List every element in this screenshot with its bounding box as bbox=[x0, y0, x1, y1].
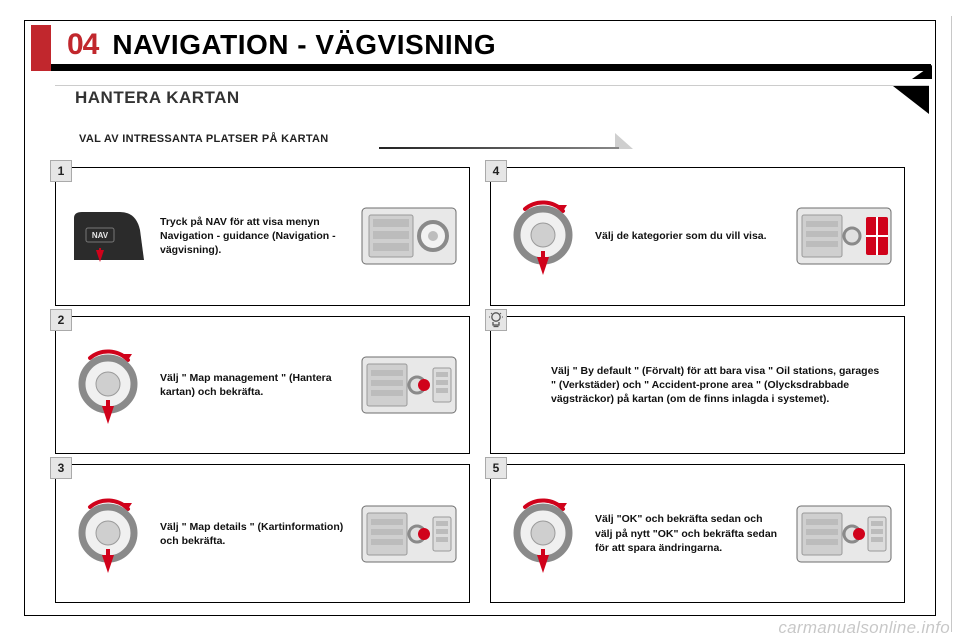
device-panel-icon bbox=[796, 503, 892, 565]
dial-rotate-icon bbox=[505, 200, 581, 272]
step-body: NAV Tryck på NAV för att visa menyn Navi… bbox=[70, 200, 457, 272]
sub-subtitle: VAL AV INTRESSANTA PLATSER PÅ KARTAN bbox=[79, 131, 929, 159]
step-card-2: 2 Välj " Map manage bbox=[55, 316, 470, 455]
device-panel-icon bbox=[361, 205, 457, 267]
tip-body: Välj " By default " (Förvalt) för att ba… bbox=[505, 364, 892, 407]
nav-key-icon: NAV bbox=[70, 200, 146, 272]
step-number-chip: 2 bbox=[50, 309, 72, 331]
step-number-chip: 4 bbox=[485, 160, 507, 182]
subtitle-bar: HANTERA KARTAN bbox=[55, 85, 929, 127]
dial-rotate-icon bbox=[70, 498, 146, 570]
header-notch bbox=[912, 65, 932, 79]
header-red-tab bbox=[31, 25, 51, 71]
sub-subtitle-text: VAL AV INTRESSANTA PLATSER PÅ KARTAN bbox=[79, 131, 929, 145]
step-number-chip: 5 bbox=[485, 457, 507, 479]
sub-subtitle-rule bbox=[379, 147, 619, 149]
tip-text: Välj " By default " (Förvalt) för att ba… bbox=[505, 364, 892, 407]
section-number: 04 bbox=[67, 28, 98, 62]
svg-text:NAV: NAV bbox=[92, 231, 109, 240]
step-body: Välj de kategorier som du vill visa. bbox=[505, 200, 892, 272]
columns: 1 NAV Tryck på NAV för att visa menyn bbox=[55, 167, 905, 603]
right-column: 4 Välj de kategorie bbox=[490, 167, 905, 603]
step-text: Välj "OK" och bekräfta sedan och välj på… bbox=[595, 512, 782, 555]
sub-subtitle-diagonal bbox=[615, 133, 633, 149]
device-panel-icon bbox=[796, 205, 892, 267]
header: 04 NAVIGATION - VÄGVISNING bbox=[25, 21, 935, 81]
dial-rotate-icon bbox=[505, 498, 581, 570]
page-title: NAVIGATION - VÄGVISNING bbox=[112, 29, 496, 61]
step-card-1: 1 NAV Tryck på NAV för att visa menyn bbox=[55, 167, 470, 306]
step-card-4: 4 Välj de kategorie bbox=[490, 167, 905, 306]
dial-rotate-icon bbox=[70, 349, 146, 421]
left-column: 1 NAV Tryck på NAV för att visa menyn bbox=[55, 167, 470, 603]
step-body: Välj " Map management " (Hantera kartan)… bbox=[70, 349, 457, 421]
device-panel-icon bbox=[361, 354, 457, 416]
watermark: carmanualsonline.info bbox=[778, 618, 950, 638]
step-text: Välj de kategorier som du vill visa. bbox=[595, 229, 782, 243]
step-card-5: 5 Välj "OK" och bek bbox=[490, 464, 905, 603]
page: 04 NAVIGATION - VÄGVISNING HANTERA KARTA… bbox=[0, 0, 960, 640]
step-number-chip: 1 bbox=[50, 160, 72, 182]
step-body: Välj " Map details " (Kartinformation) o… bbox=[70, 498, 457, 570]
device-panel-icon bbox=[361, 503, 457, 565]
step-card-3: 3 Välj " Map detail bbox=[55, 464, 470, 603]
step-body: Välj "OK" och bekräfta sedan och välj på… bbox=[505, 498, 892, 570]
page-right-rule bbox=[951, 16, 952, 632]
content-frame: 04 NAVIGATION - VÄGVISNING HANTERA KARTA… bbox=[24, 20, 936, 616]
step-text: Välj " Map management " (Hantera kartan)… bbox=[160, 371, 347, 399]
tip-card: Välj " By default " (Förvalt) för att ba… bbox=[490, 316, 905, 455]
subtitle-text: HANTERA KARTAN bbox=[55, 85, 929, 108]
step-text: Välj " Map details " (Kartinformation) o… bbox=[160, 520, 347, 548]
lightbulb-icon bbox=[485, 309, 507, 331]
step-text: Tryck på NAV för att visa menyn Navigati… bbox=[160, 215, 347, 258]
header-white-bar: 04 NAVIGATION - VÄGVISNING bbox=[51, 25, 931, 67]
step-number-chip: 3 bbox=[50, 457, 72, 479]
